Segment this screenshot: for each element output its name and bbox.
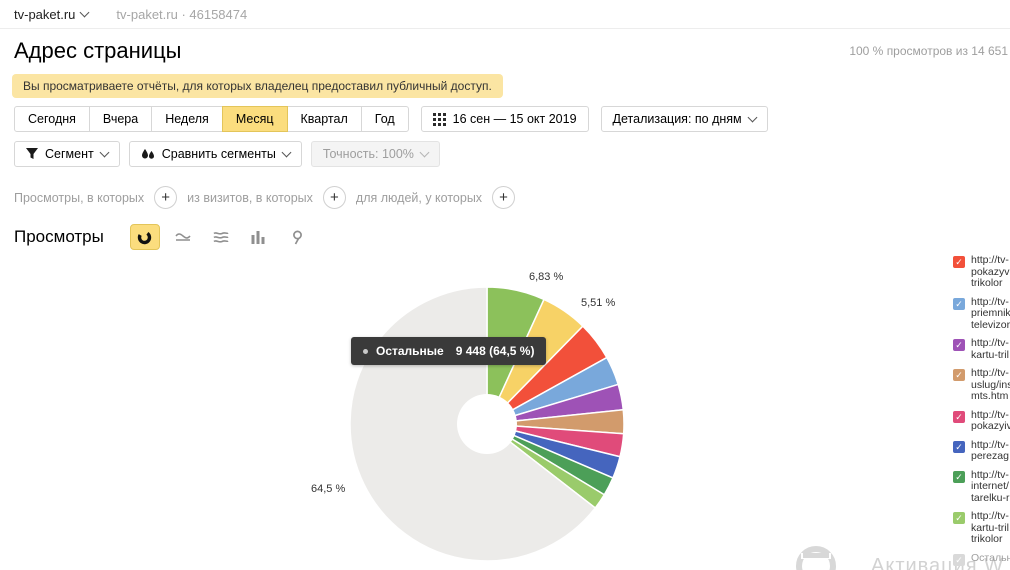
chevron-down-icon — [99, 147, 110, 158]
donut-hole — [457, 394, 517, 454]
detalization-button[interactable]: Детализация: по дням — [600, 106, 768, 132]
area-chart-type-button[interactable] — [206, 224, 236, 250]
period-tabs: Сегодня Вчера Неделя Месяц Квартал Год — [14, 106, 409, 132]
date-range-button[interactable]: 16 сен — 15 окт 2019 — [420, 106, 589, 132]
period-tab[interactable]: Квартал — [286, 106, 362, 132]
period-tab[interactable]: Вчера — [88, 106, 153, 132]
legend-checkbox[interactable]: ✓ — [953, 410, 965, 423]
chevron-down-icon — [747, 112, 758, 123]
accuracy-label: Точность: 100% — [322, 147, 414, 161]
columns-icon — [251, 231, 265, 244]
calendar-grid-icon — [432, 112, 446, 126]
watermark: Активация W — [795, 543, 1004, 570]
watermark-text: Активация W — [871, 554, 1005, 570]
chevron-down-icon — [419, 147, 430, 158]
line-chart-type-button[interactable] — [168, 224, 198, 250]
legend-item-label: Остальн — [971, 551, 1010, 564]
metric-row: Просмотры — [14, 224, 312, 250]
views-summary: 100 % просмотров из 14 651 — [849, 44, 1008, 58]
legend-item-label: http://tv-kartu-tril trikolor — [971, 510, 1009, 545]
tooltip-value: 9 448 (64,5 %) — [455, 344, 535, 358]
chart-tooltip: Остальные 9 448 (64,5 %) — [351, 337, 547, 365]
segment-button[interactable]: Сегмент — [14, 141, 120, 167]
column-chart-type-button[interactable] — [244, 224, 274, 250]
trend-lines-icon — [175, 233, 191, 241]
legend-item-label: http://tv-internet/tarelku-r — [971, 468, 1010, 504]
legend-item[interactable]: ✓ http://tv-kartu-tril trikolor — [953, 510, 1010, 546]
period-tab[interactable]: Неделя — [151, 106, 223, 132]
period-tab[interactable]: Месяц — [221, 106, 288, 132]
slice-label: 5,51 % — [581, 297, 616, 309]
legend-checkbox[interactable]: ✓ — [953, 297, 965, 310]
map-chart-type-button[interactable] — [282, 224, 312, 250]
compare-segments-button[interactable]: Сравнить сегменты — [128, 141, 302, 167]
segments-toolbar: Сегмент Сравнить сегменты Точность: 100% — [14, 141, 440, 167]
donut-chart-icon — [138, 230, 152, 244]
legend-checkbox[interactable]: ✓ — [953, 369, 965, 381]
metric-title: Просмотры — [14, 227, 104, 246]
legend-item[interactable]: ✓ http://tv-pokazyv trikolor — [953, 254, 1010, 290]
date-range-label: 16 сен — 15 окт 2019 — [452, 112, 577, 126]
legend-item-label: http://tv-kartu-tril — [971, 337, 1009, 361]
legend-item-label: http://tv-priemnik televizor — [971, 295, 1010, 331]
legend-item[interactable]: ✓ http://tv-priemnik televizor — [953, 295, 1010, 332]
legend-item[interactable]: ✓ http://tv-perezag — [953, 438, 1010, 463]
page-title: Адрес страницы — [14, 38, 182, 63]
legend-checkbox[interactable]: ✓ — [953, 470, 965, 483]
chevron-down-icon — [79, 7, 90, 18]
legend-item-label: http://tv-pokazyv trikolor — [971, 254, 1010, 289]
pie-chart-type-button[interactable] — [129, 224, 160, 250]
filters-row: Просмотры, в которых + из визитов, в котор… — [14, 186, 516, 209]
add-filter-button[interactable]: + — [492, 186, 516, 209]
chart-type-switcher — [129, 224, 312, 250]
tooltip-name: Остальные — [376, 344, 444, 358]
legend-checkbox[interactable]: ✓ — [953, 256, 965, 268]
site-info: tv-paket.ru · 46158474 — [116, 6, 248, 22]
legend-item[interactable]: ✓ http://tv-uslug/ins mts.htm — [953, 367, 1010, 403]
accuracy-button[interactable]: Точность: 100% — [310, 141, 440, 167]
period-tab[interactable]: Год — [360, 106, 409, 132]
top-bar: tv-paket.ru tv-paket.ru · 46158474 — [0, 0, 1010, 29]
site-switcher-label: tv-paket.ru — [14, 6, 76, 22]
legend-item[interactable]: ✓ Остальн — [953, 551, 1010, 566]
watermark-logo-icon — [796, 546, 836, 570]
legend-checkbox[interactable]: ✓ — [953, 512, 965, 524]
legend-item[interactable]: ✓ http://tv-internet/tarelku-r — [953, 468, 1010, 505]
filter-group-label: из визитов, в которых — [187, 190, 313, 205]
add-filter-button[interactable]: + — [322, 186, 346, 209]
detalization-label: Детализация: по дням — [612, 112, 742, 126]
compare-segments-label: Сравнить сегменты — [161, 147, 276, 161]
period-tab[interactable]: Сегодня — [14, 106, 90, 132]
slice-label: 64,5 % — [311, 483, 346, 495]
donut-chart — [349, 286, 625, 562]
slice-label: 6,83 % — [529, 271, 564, 283]
legend-item[interactable]: ✓ http://tv-kartu-tril — [953, 337, 1010, 361]
legend-checkbox[interactable]: ✓ — [953, 339, 965, 351]
segment-label: Сегмент — [45, 147, 94, 161]
tooltip-series-dot — [363, 348, 368, 354]
chevron-down-icon — [281, 147, 292, 158]
filter-group-label: Просмотры, в которых — [14, 190, 145, 205]
map-pin-icon — [292, 230, 302, 244]
stacked-areas-icon — [213, 232, 229, 243]
legend-item[interactable]: ✓ http://tv-pokazyiv — [953, 408, 1010, 433]
legend-item-label: http://tv-pokazyiv — [971, 408, 1010, 432]
legend-checkbox[interactable]: ✓ — [953, 440, 965, 453]
legend-item-label: http://tv-perezag — [971, 438, 1009, 462]
site-switcher[interactable]: tv-paket.ru — [14, 6, 90, 22]
public-access-notice: Вы просматриваете отчёты, для которых вл… — [12, 74, 503, 98]
funnel-icon — [26, 148, 38, 159]
period-toolbar: Сегодня Вчера Неделя Месяц Квартал Год 16 сен… — [14, 106, 768, 132]
drops-icon — [141, 148, 154, 159]
legend-checkbox[interactable]: ✓ — [953, 553, 965, 566]
add-filter-button[interactable]: + — [154, 186, 178, 209]
chart-legend: ✓ http://tv-pokazyv trikolor ✓ http://tv-pri… — [953, 254, 1010, 566]
filter-group-label: для людей, у которых — [355, 190, 483, 205]
legend-item-label: http://tv-uslug/ins mts.htm — [971, 367, 1010, 402]
